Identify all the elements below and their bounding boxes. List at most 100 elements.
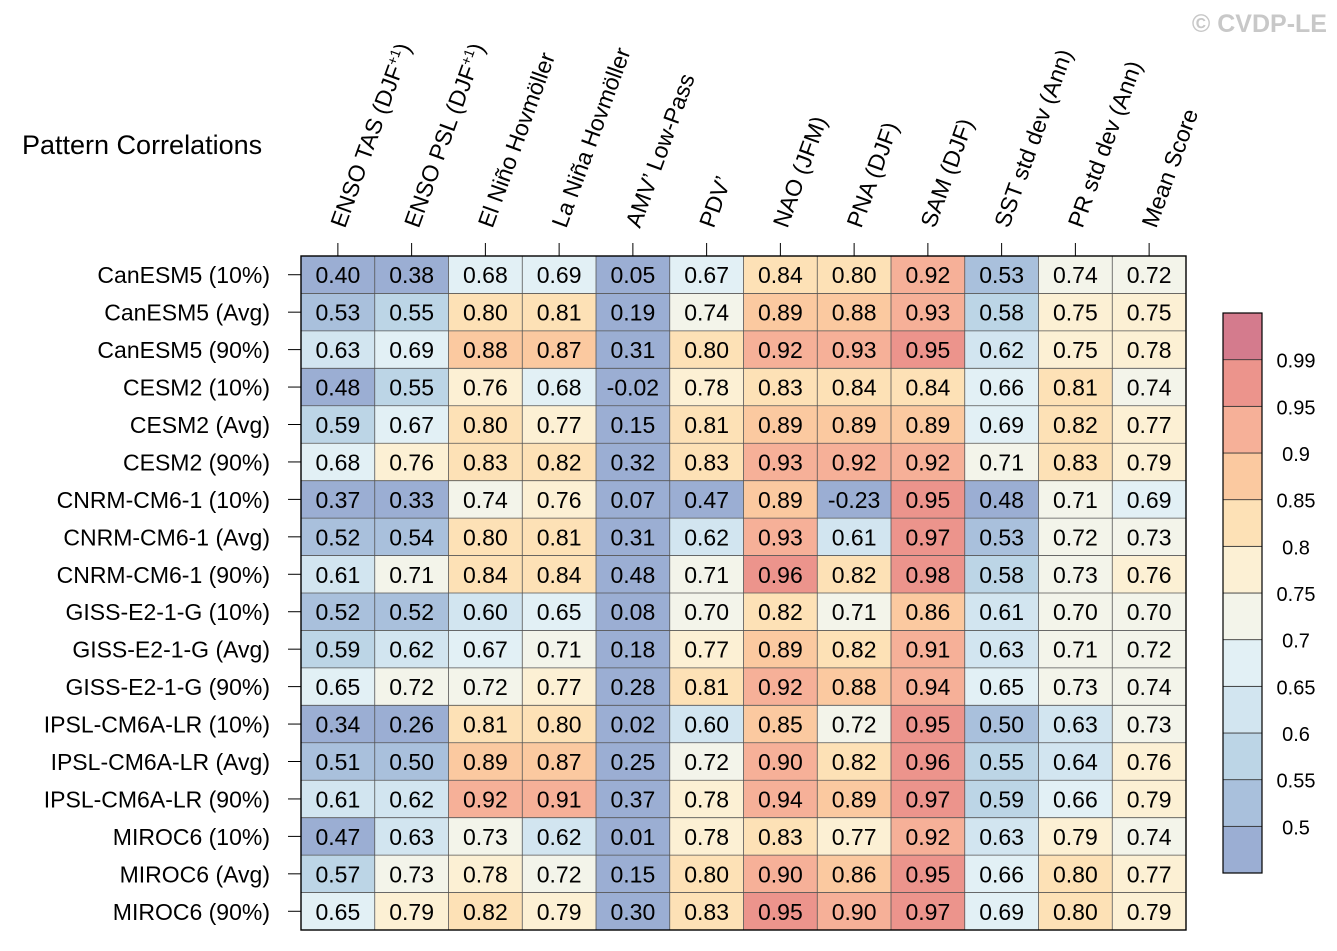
cell-value-label: 0.62 bbox=[684, 524, 729, 550]
heatmap-cell bbox=[1112, 293, 1186, 331]
column-label-la-ni-a-hovm-ller: La Niña Hovmöller bbox=[546, 44, 635, 231]
heatmap-cell bbox=[301, 256, 375, 294]
cell-value-label: 0.72 bbox=[463, 674, 508, 700]
cell-value-label: 0.78 bbox=[684, 375, 729, 401]
heatmap-cell bbox=[1038, 630, 1113, 668]
heatmap-cell bbox=[522, 630, 596, 668]
heatmap-cell bbox=[669, 780, 744, 818]
colorbar-tick-label: 0.8 bbox=[1282, 537, 1310, 559]
heatmap-cell bbox=[1112, 443, 1186, 481]
heatmap-cell bbox=[891, 480, 965, 519]
heatmap-cell bbox=[1038, 443, 1113, 481]
heatmap-cell bbox=[964, 742, 1039, 781]
cell-value-label: 0.73 bbox=[1127, 712, 1172, 738]
colorbar-tick-label: 0.5 bbox=[1282, 817, 1310, 839]
cell-value-label: 0.81 bbox=[537, 524, 582, 550]
heatmap-cell bbox=[522, 293, 596, 331]
heatmap-cell bbox=[1038, 293, 1113, 331]
cell-value-label: 0.76 bbox=[463, 375, 508, 401]
column-label-el-ni-o-hovm-ller: El Niño Hovmöller bbox=[473, 49, 560, 231]
colorbar-tick-label: 0.65 bbox=[1277, 677, 1316, 699]
heatmap-cell bbox=[448, 892, 523, 930]
heatmap-cell bbox=[891, 368, 965, 406]
heatmap-cell bbox=[1038, 705, 1113, 743]
heatmap-cell bbox=[1038, 256, 1113, 294]
cell-value-label: 0.77 bbox=[1127, 861, 1172, 887]
cell-value-label: 0.83 bbox=[684, 449, 729, 475]
cell-value-label: 0.80 bbox=[684, 337, 729, 363]
row-label-cesm2-10: CESM2 (10%) bbox=[123, 375, 270, 401]
cell-value-label: 0.05 bbox=[610, 262, 655, 288]
heatmap-cell bbox=[669, 817, 744, 856]
cell-value-label: 0.89 bbox=[758, 487, 803, 513]
heatmap-cell bbox=[891, 855, 965, 893]
heatmap-cell bbox=[301, 293, 375, 331]
watermark: © CVDP-LE bbox=[1192, 10, 1327, 38]
cell-value-label: 0.80 bbox=[832, 262, 877, 288]
cell-value-label: 0.90 bbox=[758, 861, 803, 887]
heatmap-cell bbox=[596, 293, 670, 331]
cell-value-label: 0.93 bbox=[758, 449, 803, 475]
cell-value-label: 0.76 bbox=[537, 487, 582, 513]
cell-value-label: 0.77 bbox=[1127, 412, 1172, 438]
cell-value-label: 0.52 bbox=[315, 599, 360, 625]
heatmap-cell bbox=[669, 742, 744, 781]
heatmap-cell bbox=[596, 368, 670, 406]
column-label-amv-low-pass: AMV’ Low-Pass bbox=[620, 70, 700, 231]
column-label-sst-std-dev-ann: SST std dev (Ann) bbox=[989, 46, 1078, 231]
cell-value-label: 0.61 bbox=[832, 524, 877, 550]
heatmap-cell bbox=[374, 555, 449, 593]
heatmap-cell bbox=[448, 293, 523, 331]
cell-value-label: 0.48 bbox=[315, 375, 360, 401]
heatmap-cell bbox=[596, 330, 670, 369]
heatmap-cell bbox=[964, 705, 1039, 743]
cell-value-label: 0.89 bbox=[832, 412, 877, 438]
heatmap-cell bbox=[301, 817, 375, 856]
heatmap-cell bbox=[1112, 593, 1186, 631]
heatmap-cell bbox=[743, 705, 818, 743]
cell-value-label: 0.69 bbox=[537, 262, 582, 288]
heatmap-cell bbox=[596, 555, 670, 593]
cell-value-label: 0.60 bbox=[684, 712, 729, 738]
heatmap-cell bbox=[669, 555, 744, 593]
cell-value-label: 0.19 bbox=[610, 300, 655, 326]
cell-value-label: 0.72 bbox=[1127, 637, 1172, 663]
colorbar-tick-label: 0.99 bbox=[1277, 351, 1316, 373]
cell-value-label: 0.78 bbox=[463, 861, 508, 887]
cell-value-label: 0.80 bbox=[463, 300, 508, 326]
cell-value-label: 0.82 bbox=[832, 749, 877, 775]
cell-value-label: 0.69 bbox=[389, 337, 434, 363]
heatmap-cell bbox=[448, 480, 523, 519]
cell-value-label: 0.86 bbox=[832, 861, 877, 887]
cell-value-label: 0.97 bbox=[905, 899, 950, 925]
heatmap-cell bbox=[596, 480, 670, 519]
heatmap-cell bbox=[743, 593, 818, 631]
row-label-giss-e2-1-g-90: GISS-E2-1-G (90%) bbox=[66, 674, 271, 700]
heatmap-cell bbox=[374, 630, 449, 668]
cell-value-label: 0.81 bbox=[684, 674, 729, 700]
cell-value-label: 0.31 bbox=[610, 337, 655, 363]
cell-value-label: 0.58 bbox=[979, 300, 1024, 326]
heatmap-cell bbox=[1112, 705, 1186, 743]
cell-value-label: 0.75 bbox=[1053, 300, 1098, 326]
heatmap-cell bbox=[891, 330, 965, 369]
cell-value-label: 0.65 bbox=[979, 674, 1024, 700]
heatmap-cell bbox=[522, 256, 596, 294]
row-label-miroc6-10: MIROC6 (10%) bbox=[113, 824, 270, 850]
heatmap-cell bbox=[817, 368, 891, 406]
cell-value-label: 0.98 bbox=[905, 562, 950, 588]
heatmap-cell bbox=[964, 368, 1039, 406]
row-label-cnrm-cm6-1-90: CNRM-CM6-1 (90%) bbox=[57, 562, 270, 588]
colorbar-tick-label: 0.9 bbox=[1282, 444, 1310, 466]
colorbar-tick-label: 0.6 bbox=[1282, 724, 1310, 746]
colorbar-segment bbox=[1222, 592, 1263, 641]
heatmap-cell bbox=[669, 368, 744, 406]
cell-value-label: 0.95 bbox=[905, 487, 950, 513]
heatmap-cell bbox=[743, 780, 818, 818]
cell-value-label: -0.02 bbox=[607, 375, 659, 401]
heatmap-cell bbox=[374, 593, 449, 631]
heatmap-cell bbox=[743, 667, 818, 706]
heatmap-cell bbox=[964, 555, 1039, 593]
cell-value-label: 0.81 bbox=[537, 300, 582, 326]
heatmap-cell bbox=[374, 892, 449, 930]
